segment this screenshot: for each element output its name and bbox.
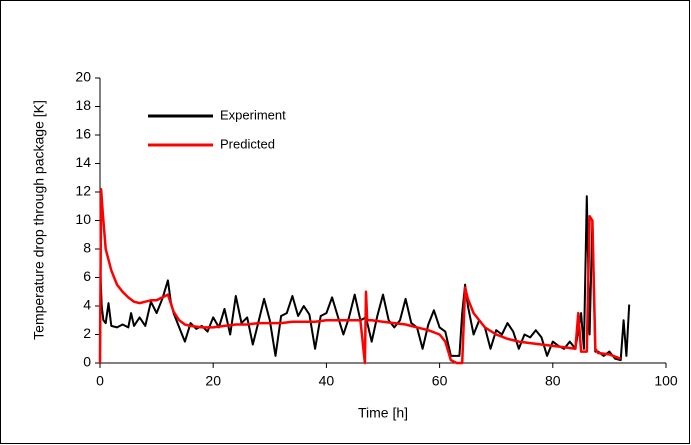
x-tick-label: 20 [205,373,221,389]
y-tick-label: 2 [83,325,91,341]
y-tick-label: 8 [83,240,91,256]
y-tick-label: 10 [75,211,91,227]
x-tick-label: 60 [432,373,448,389]
x-tick-label: 40 [319,373,335,389]
x-tick-label: 80 [545,373,561,389]
y-axis-label: Temperature drop through package [K] [31,100,47,340]
y-tick-label: 12 [75,183,91,199]
x-axis-label: Time [h] [358,405,408,421]
legend-label: Experiment [220,107,286,122]
y-tick-label: 16 [75,126,91,142]
data-line [98,187,622,365]
legend-label: Predicted [220,136,275,151]
x-tick-label: 0 [96,373,104,389]
y-tick-label: 4 [83,297,91,313]
y-tick-label: 14 [75,154,91,170]
x-tick-label: 100 [654,373,678,389]
y-tick-label: 20 [75,69,91,85]
y-tick-label: 18 [75,97,91,113]
y-tick-label: 6 [83,268,91,284]
y-tick-label: 0 [83,354,91,370]
